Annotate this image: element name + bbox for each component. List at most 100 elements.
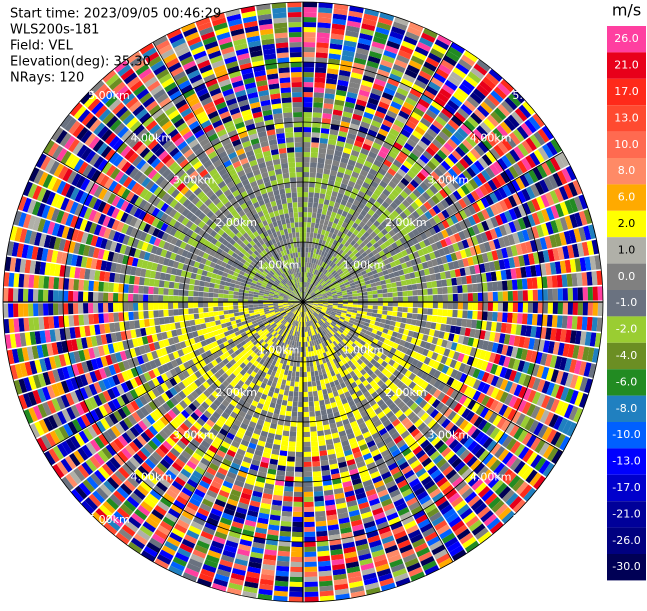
radar-bin <box>309 356 312 361</box>
radar-bin <box>307 222 311 227</box>
radar-bin <box>572 316 578 329</box>
radar-bin <box>563 288 568 301</box>
radar-bin <box>296 367 300 372</box>
radar-bin <box>457 310 463 318</box>
radar-bin <box>279 455 287 461</box>
radar-bin <box>315 406 321 412</box>
radar-bin <box>383 306 388 310</box>
radar-bin <box>573 302 578 315</box>
radar-bin <box>448 302 453 309</box>
radar-bin <box>305 597 319 602</box>
radar-bin <box>333 304 338 306</box>
radar-bin <box>277 465 285 471</box>
radar-bin <box>502 281 508 291</box>
radar-bin <box>311 371 315 376</box>
radar-bin <box>397 312 403 317</box>
radar-bin <box>292 537 303 542</box>
radar-bin <box>417 289 422 295</box>
radar-bin <box>557 315 563 327</box>
radar-bin <box>453 302 458 309</box>
radar-bin <box>319 148 327 154</box>
radar-bin <box>407 291 412 296</box>
radar-bin <box>293 507 303 512</box>
radar-bin <box>398 297 403 302</box>
radar-bin <box>310 227 314 232</box>
radar-bin <box>578 287 583 300</box>
radar-bin <box>314 491 323 497</box>
radar-bin <box>295 457 303 462</box>
radar-bin <box>303 22 316 27</box>
radar-bin <box>363 295 368 298</box>
radar-bin <box>321 214 326 220</box>
radar-bin <box>291 562 303 567</box>
radar-bin <box>311 217 315 222</box>
radar-bin <box>304 482 313 487</box>
radar-bin <box>314 82 325 88</box>
radar-bin <box>281 516 292 522</box>
radar-bin <box>446 279 452 287</box>
radar-bin <box>393 302 398 306</box>
radar-bin <box>289 441 296 446</box>
radar-bin <box>295 467 303 472</box>
radar-bin <box>319 400 325 406</box>
radar-bin <box>316 173 323 179</box>
radar-bin <box>309 411 315 416</box>
radar-bin <box>517 313 523 324</box>
radar-bin <box>284 491 293 497</box>
radar-bin <box>312 127 320 133</box>
radar-bin <box>593 302 598 316</box>
radar-bin <box>316 521 327 527</box>
radar-bin <box>304 477 313 482</box>
radar-bin <box>371 317 377 321</box>
radar-bin <box>436 316 442 323</box>
radar-bin <box>441 317 447 324</box>
radar-bin <box>362 308 367 312</box>
radar-bin <box>412 284 418 290</box>
radar-bin <box>316 52 328 58</box>
radar-bin <box>303 147 310 152</box>
radar-bin <box>348 304 353 307</box>
radar-bin <box>315 67 326 73</box>
radar-bin <box>437 287 443 294</box>
radar-bin <box>443 294 448 301</box>
radar-bin <box>291 547 303 552</box>
radar-bin <box>376 314 382 318</box>
radar-bin <box>304 432 310 437</box>
radar-bin <box>318 158 325 164</box>
radar-bin <box>488 302 493 311</box>
radar-bin <box>478 293 483 302</box>
radar-bin <box>294 497 303 502</box>
radar-bin <box>296 437 303 442</box>
radar-bin <box>577 316 583 329</box>
radar-bin <box>442 309 447 316</box>
radar-bin <box>294 387 298 392</box>
radar-bin <box>291 542 303 547</box>
radar-bin <box>282 511 292 517</box>
radar-bin <box>438 295 443 302</box>
radar-bin <box>308 346 311 351</box>
radar-bin <box>497 281 503 291</box>
radar-bin <box>307 227 311 232</box>
radar-bin <box>305 267 307 272</box>
radar-bin <box>411 278 417 284</box>
radar-bin <box>380 319 386 324</box>
radar-bin <box>282 435 289 441</box>
radar-bin <box>473 293 478 301</box>
radar-bin <box>278 394 284 400</box>
radar-bin <box>283 501 293 507</box>
radar-bin <box>303 352 306 357</box>
radar-bin <box>319 374 324 380</box>
radar-bin <box>305 342 307 347</box>
radar-bin <box>318 556 330 562</box>
radar-bin <box>427 288 432 294</box>
radar-bin <box>312 451 320 457</box>
radar-bin <box>304 507 314 512</box>
radar-bin <box>321 384 326 390</box>
radar-bin <box>426 282 432 289</box>
radar-bin <box>432 316 438 323</box>
radar-bin <box>318 203 323 209</box>
radar-bin <box>297 362 300 367</box>
radar-bin <box>438 302 443 309</box>
radar-bin <box>297 422 303 427</box>
radar-bin <box>289 587 303 592</box>
